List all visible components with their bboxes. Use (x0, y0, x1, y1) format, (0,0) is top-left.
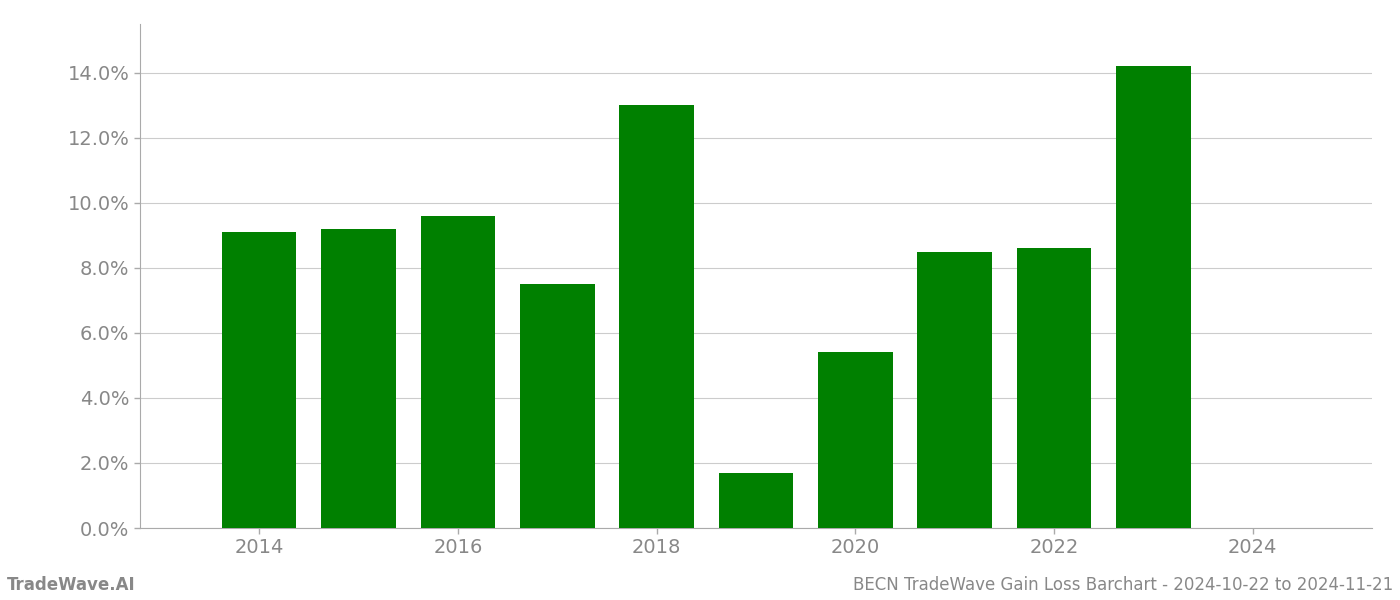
Bar (1016, 248, 1092, 528)
Bar (1116, 66, 1190, 528)
Bar (818, 352, 893, 528)
Bar (718, 473, 794, 528)
Bar (322, 229, 396, 528)
Bar (619, 105, 694, 528)
Text: BECN TradeWave Gain Loss Barchart - 2024-10-22 to 2024-11-21: BECN TradeWave Gain Loss Barchart - 2024… (853, 576, 1393, 594)
Bar (420, 216, 496, 528)
Bar (917, 251, 993, 528)
Text: TradeWave.AI: TradeWave.AI (7, 576, 136, 594)
Bar (519, 284, 595, 528)
Bar (223, 232, 297, 528)
